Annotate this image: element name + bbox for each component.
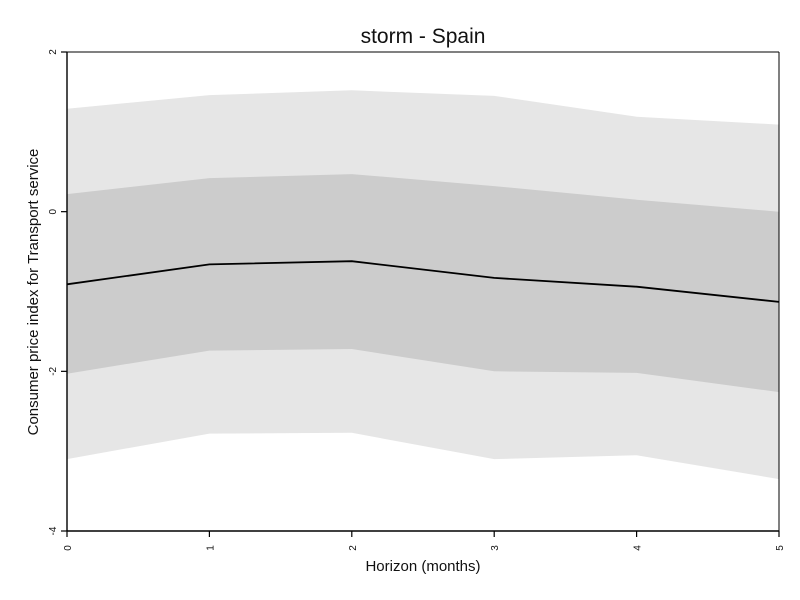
x-tick-label: 3 xyxy=(490,545,501,551)
y-tick-label: -2 xyxy=(48,366,59,375)
x-axis-label: Horizon (months) xyxy=(365,558,480,575)
estimate-line xyxy=(66,260,780,303)
y-tick-label: -4 xyxy=(48,526,59,535)
y-axis-label: Consumer price index for Transport servi… xyxy=(25,149,42,436)
x-tick-label: 5 xyxy=(775,545,786,551)
confidence-bands xyxy=(67,90,779,480)
x-tick-label: 0 xyxy=(63,545,74,551)
y-tick-label: 2 xyxy=(48,49,59,55)
inner-confidence-band xyxy=(67,174,779,393)
x-axis-ticks: 0 1 2 3 4 5 xyxy=(63,531,786,551)
x-tick-label: 1 xyxy=(205,545,216,551)
estimate-line-layer xyxy=(66,260,780,303)
y-tick-label: 0 xyxy=(48,208,59,214)
chart-title: storm - Spain xyxy=(361,25,486,48)
x-tick-label: 2 xyxy=(348,545,359,551)
x-tick-label: 4 xyxy=(633,545,644,551)
y-axis-ticks: 2 0 -2 -4 xyxy=(48,49,67,535)
